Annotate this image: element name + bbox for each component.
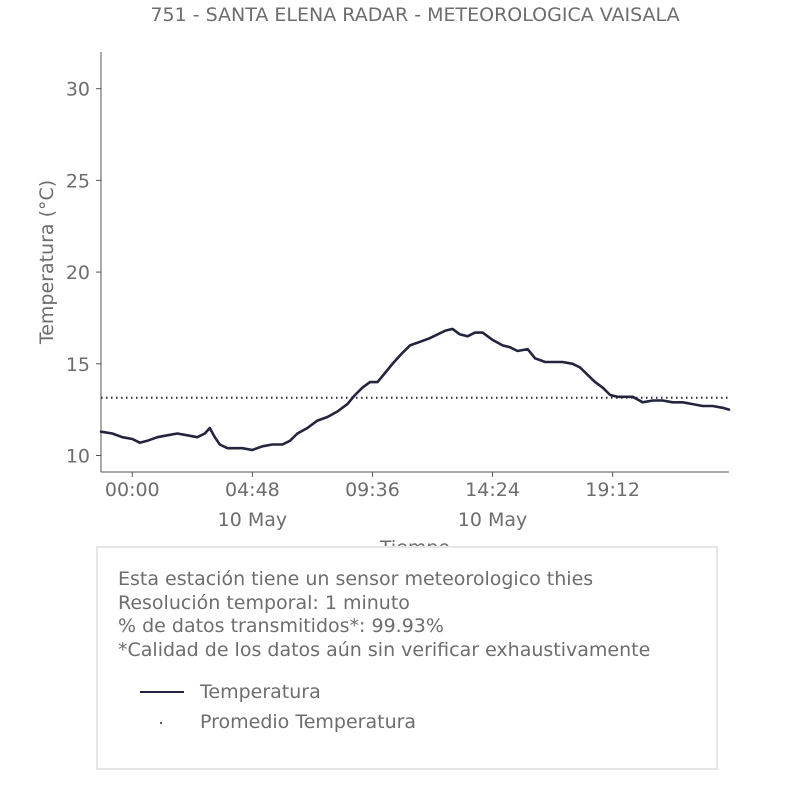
temperature-chart: 751 - SANTA ELENA RADAR - METEOROLOGICA … (36, 4, 731, 559)
legend-dotted-swatch (160, 722, 162, 724)
info-panel: Esta estación tiene un sensor meteorolog… (96, 546, 718, 770)
y-axis-label: Temperatura (°C) (36, 180, 58, 345)
legend-label-temperatura: Temperatura (200, 681, 321, 703)
y-tick-label-3: 25 (66, 170, 90, 192)
x-tick-label-1: 04:48 (225, 479, 280, 501)
plot-area: 10 15 20 25 30 00:00 04:48 10 May 09:36 14:24 10 M… (66, 52, 731, 531)
y-tick-label-4: 30 (66, 79, 90, 101)
info-line-resolution: Resolución temporal: 1 minuto (118, 591, 410, 614)
series-line-temperatura (99, 327, 731, 452)
x-tick-sublabel-3: 10 May (458, 509, 528, 531)
chart-title: 751 - SANTA ELENA RADAR - METEOROLOGICA … (150, 4, 679, 26)
info-line-quality-note: *Calidad de los datos aún sin verificar … (118, 638, 651, 661)
info-line-transmitted: % de datos transmitidos*: 99.93% (118, 615, 444, 637)
y-tick-label-1: 15 (66, 354, 90, 376)
legend-solid-line-swatch (140, 691, 184, 693)
x-tick-label-4: 19:12 (585, 479, 640, 501)
legend-label-promedio: Promedio Temperatura (200, 711, 417, 733)
info-text: Esta estación tiene un sensor meteorolog… (118, 568, 650, 662)
x-tick-sublabel-1: 10 May (218, 509, 288, 531)
info-line-sensor: Esta estación tiene un sensor meteorolog… (118, 568, 594, 590)
y-tick-label-2: 20 (66, 262, 90, 284)
y-tick-label-0: 10 (66, 445, 90, 467)
x-tick-label-2: 09:36 (345, 479, 400, 501)
x-tick-label-0: 00:00 (105, 479, 160, 501)
x-tick-label-3: 14:24 (465, 479, 520, 501)
